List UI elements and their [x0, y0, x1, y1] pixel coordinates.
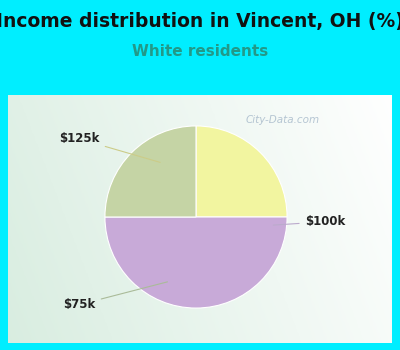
Text: $100k: $100k	[273, 215, 345, 228]
Text: $125k: $125k	[60, 133, 160, 162]
Wedge shape	[105, 217, 287, 308]
Wedge shape	[105, 126, 196, 217]
Text: White residents: White residents	[132, 44, 268, 59]
Text: City-Data.com: City-Data.com	[246, 115, 320, 125]
Wedge shape	[196, 126, 287, 217]
Text: $75k: $75k	[64, 282, 168, 311]
Text: Income distribution in Vincent, OH (%): Income distribution in Vincent, OH (%)	[0, 12, 400, 31]
